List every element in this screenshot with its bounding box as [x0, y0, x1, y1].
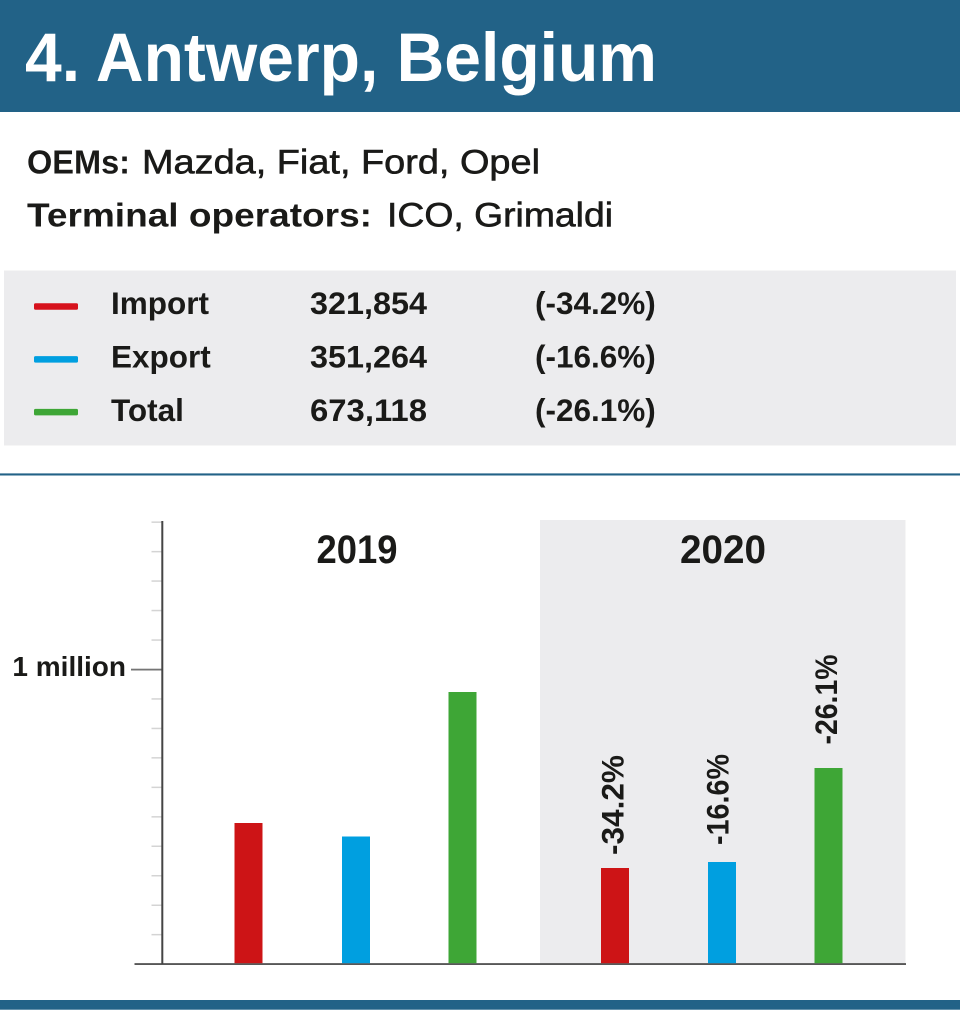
svg-text:1 million: 1 million	[12, 651, 126, 682]
svg-text:-16.6%: -16.6%	[700, 754, 736, 845]
svg-text:OEMs:: OEMs:	[27, 145, 130, 182]
svg-text:2019: 2019	[317, 528, 398, 572]
svg-text:ICO, Grimaldi: ICO, Grimaldi	[387, 197, 613, 235]
svg-text:Total: Total	[111, 392, 184, 428]
svg-text:321,854: 321,854	[310, 285, 427, 321]
svg-text:(-16.6%): (-16.6%)	[535, 338, 656, 374]
svg-text:Terminal operators:: Terminal operators:	[27, 198, 372, 235]
svg-text:Export: Export	[111, 338, 211, 374]
svg-text:673,118: 673,118	[310, 392, 427, 428]
svg-text:(-26.1%): (-26.1%)	[535, 392, 656, 428]
svg-text:-26.1%: -26.1%	[808, 655, 844, 745]
svg-text:351,264: 351,264	[310, 338, 427, 374]
svg-text:Import: Import	[111, 285, 210, 321]
svg-text:2020: 2020	[680, 528, 766, 572]
svg-text:4. Antwerp, Belgium: 4. Antwerp, Belgium	[25, 19, 657, 96]
svg-text:Mazda, Fiat, Ford, Opel: Mazda, Fiat, Ford, Opel	[142, 144, 540, 182]
svg-text:(-34.2%): (-34.2%)	[535, 285, 656, 321]
svg-text:-34.2%: -34.2%	[595, 755, 631, 855]
